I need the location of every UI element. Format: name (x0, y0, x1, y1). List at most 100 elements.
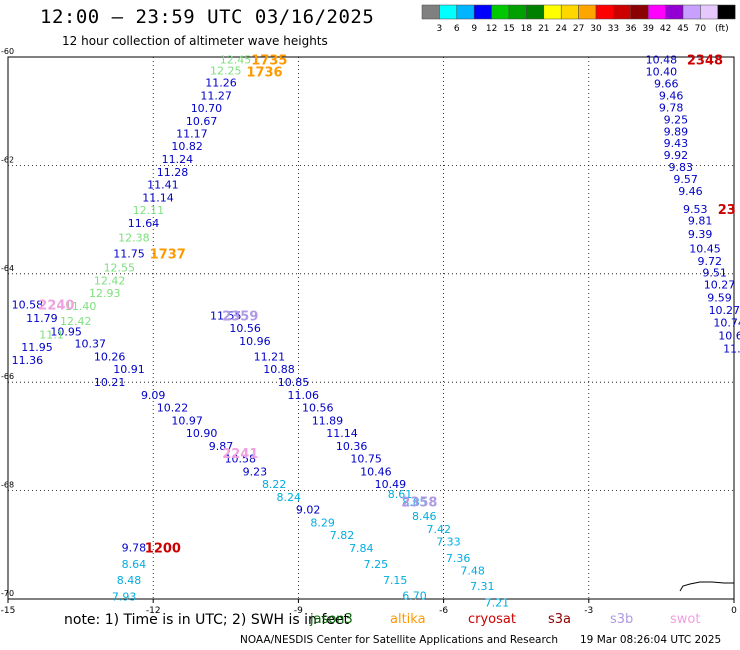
wave-height-label: 12.93 (89, 287, 121, 300)
wave-height-label: 8.85 (402, 496, 427, 509)
wave-height-label: 9.78 (659, 101, 684, 114)
wave-height-label: 6.70 (402, 590, 427, 603)
wave-height-label: 9.43 (664, 137, 689, 150)
wave-height-label: 10.37 (75, 338, 107, 351)
wave-height-label: 10.91 (113, 363, 145, 376)
wave-height-label: 10.46 (360, 466, 392, 479)
footer-stamp: 19 Mar 08:26:04 UTC 2025 (580, 634, 722, 646)
y-tick-label: -64 (1, 264, 14, 273)
wave-height-label: 7.84 (349, 542, 374, 555)
wave-height-label: 10.45 (689, 242, 721, 255)
wave-height-label: 9.02 (296, 504, 321, 517)
wave-height-label: 10.96 (239, 335, 271, 348)
wave-height-label: 10.88 (263, 363, 295, 376)
wave-height-label: 8.24 (276, 491, 301, 504)
y-tick-label: -62 (1, 155, 14, 164)
wave-height-label: 7.48 (460, 564, 485, 577)
wave-height-label: 10.22 (157, 402, 189, 415)
colorbar-swatch (630, 4, 649, 20)
wave-height-label: 11.55 (210, 310, 242, 323)
wave-height-label: 10.74 (713, 317, 740, 330)
wave-height-label: 8.46 (412, 510, 437, 523)
wave-height-label: 7.21 (485, 596, 510, 609)
wave-height-label: 11.64 (128, 217, 160, 230)
x-tick-label: -3 (584, 606, 593, 616)
wave-height-label: 10.21 (94, 376, 126, 389)
y-tick-label: -66 (1, 372, 14, 381)
wave-height-label: 10.63 (718, 330, 740, 343)
colorbar-tick: 6 (454, 24, 460, 34)
y-tick-label: -70 (1, 589, 14, 598)
colorbar: 3 6 9 12 15 18 21 24 27 30 33 36 39 42 45 70 (ft) (421, 4, 736, 34)
colorbar-tick: 12 (486, 24, 497, 34)
coastline (679, 581, 734, 592)
legend-item-altika: altika (390, 612, 426, 627)
wave-height-label: 11.14 (142, 191, 174, 204)
time-label: 2240 (38, 299, 74, 314)
wave-height-label: 9.51 (702, 267, 727, 280)
colorbar-swatch (491, 4, 510, 20)
time-label: 1200 (145, 542, 181, 557)
legend-item-swot: swot (670, 612, 701, 627)
data-points: 12.4512.2511.2611.2710.7010.6711.1710.82… (12, 54, 740, 610)
colorbar-swatch (473, 4, 492, 20)
colorbar-swatch (682, 4, 701, 20)
time-label: 2359 (222, 310, 258, 325)
plot-frame (7, 56, 735, 600)
time-label: 1737 (150, 248, 186, 263)
time-label: 2358 (401, 495, 437, 510)
time-label: 1736 (246, 66, 282, 81)
colorbar-tick: 30 (590, 24, 602, 34)
wave-height-label: 10.40 (646, 66, 678, 79)
wave-height-label: 10.27 (709, 304, 740, 317)
colorbar-swatch (456, 4, 475, 20)
time-label: 1735 (251, 54, 287, 69)
wave-height-label: 8.61 (388, 488, 413, 501)
wave-height-label: 10.97 (171, 415, 203, 428)
wave-height-label: 12.38 (118, 231, 150, 244)
wave-height-label: 10.56 (302, 402, 334, 415)
wave-height-label: 9.46 (659, 89, 684, 102)
colorbar-tick: 36 (625, 24, 637, 34)
legend-item-s3b: s3b (610, 612, 634, 627)
colorbar-swatch (700, 4, 719, 20)
colorbar-swatch (508, 4, 527, 20)
wave-height-label: 11.27 (200, 89, 232, 102)
wave-height-label: 9.23 (243, 466, 268, 479)
wave-height-label: 9.72 (698, 255, 723, 268)
colorbar-tick: 3 (437, 24, 443, 34)
wave-height-label: 7.42 (427, 523, 452, 536)
wave-height-label: 8.22 (262, 478, 287, 491)
wave-height-label: 12.25 (210, 65, 242, 78)
wave-height-label: 11.75 (113, 248, 145, 261)
wave-height-label: 10.82 (171, 140, 203, 153)
wave-height-label: 10.56 (229, 322, 261, 335)
colorbar-tick: 45 (677, 24, 688, 34)
colorbar-tick: 42 (660, 24, 671, 34)
colorbar-swatch (526, 4, 545, 20)
colorbar-swatch (543, 4, 562, 20)
legend-item-jason3: jason3 (310, 612, 353, 627)
colorbar-swatch (647, 4, 666, 20)
wave-height-label: 11.95 (21, 341, 53, 354)
wave-height-label: 8.48 (117, 574, 142, 587)
wave-height-label: 9.46 (678, 185, 703, 198)
wave-height-label: 10.90 (186, 427, 218, 440)
wave-height-label: 11.24 (162, 153, 194, 166)
wave-height-label: 10.75 (350, 453, 382, 466)
x-tick-label: -9 (294, 606, 303, 616)
wave-height-label: 10.70 (191, 102, 223, 115)
colorbar-swatch (578, 4, 597, 20)
wave-height-label: 12.45 (220, 54, 252, 67)
colorbar-tick: 21 (538, 24, 549, 34)
wave-height-label: 7.82 (330, 529, 355, 542)
wave-height-label: 9.78 (122, 542, 147, 555)
time-label: 23 (718, 203, 736, 218)
wave-height-label: 12.42 (60, 315, 92, 328)
wave-height-label: 11.26 (205, 76, 237, 89)
wave-height-label: 10.95 (50, 325, 82, 338)
wave-height-label: 12.55 (104, 261, 136, 274)
wave-height-label: 9.92 (664, 149, 689, 162)
chart-subtitle: 12 hour collection of altimeter wave hei… (62, 34, 328, 48)
